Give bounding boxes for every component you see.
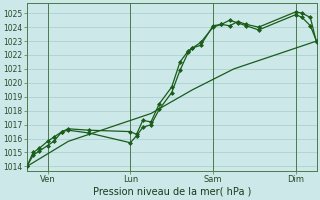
X-axis label: Pression niveau de la mer( hPa ): Pression niveau de la mer( hPa ) [92, 187, 251, 197]
